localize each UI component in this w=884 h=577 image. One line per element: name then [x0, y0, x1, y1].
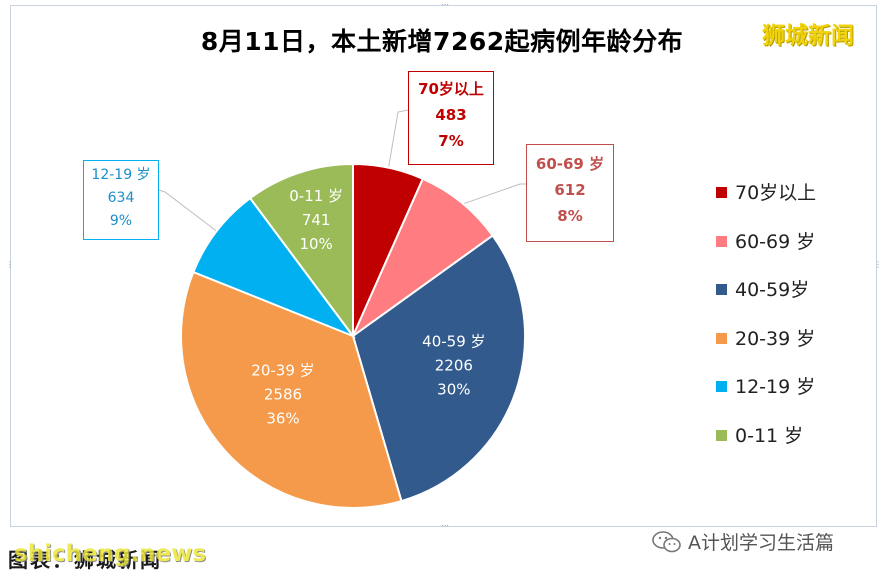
legend-swatch [716, 332, 727, 344]
legend-swatch [716, 235, 727, 247]
resize-handle-bottom[interactable]: ⋯ [441, 521, 449, 530]
pie-slice[interactable] [351, 234, 526, 503]
callout-60-69: 60-69 岁 612 8% [526, 144, 614, 242]
legend-swatch [716, 187, 727, 198]
source-watermark: shicheng.news [14, 541, 207, 567]
leader-line [158, 189, 220, 234]
callout-percent: 7% [438, 132, 464, 150]
pie-slice[interactable] [248, 162, 354, 340]
legend-label: 40-59岁 [735, 279, 810, 301]
legend-label: 60-69 岁 [735, 230, 816, 253]
pie-slice[interactable] [180, 270, 403, 509]
legend-swatch [716, 381, 727, 392]
slice-percent: 30% [437, 381, 470, 399]
callout-70-plus: 70岁以上 483 7% [408, 71, 494, 165]
legend-label: 12-19 岁 [735, 376, 816, 398]
callout-label: 12-19 岁 [91, 167, 151, 183]
wechat-account-name: A计划学习生活篇 [688, 532, 834, 554]
resize-handle-top[interactable]: ⋯ [441, 0, 449, 9]
callout-12-19: 12-19 岁 634 9% [83, 160, 159, 240]
callout-value: 483 [435, 106, 467, 124]
slice-label: 20-39 岁 [251, 362, 314, 380]
leader-line [387, 109, 409, 172]
source-label: 图表：狮城新闻 [8, 548, 162, 572]
slice-percent: 36% [266, 410, 299, 428]
legend-swatch [716, 284, 727, 295]
legend-label: 70岁以上 [735, 182, 817, 204]
slice-label: 0-11 岁 [289, 187, 343, 205]
pie-slice[interactable] [350, 177, 495, 339]
callout-percent: 9% [109, 213, 133, 229]
callout-value: 612 [554, 181, 586, 199]
legend-label: 20-39 岁 [735, 327, 816, 350]
slice-value: 741 [302, 211, 331, 229]
legend-swatch [716, 429, 727, 441]
slice-label: 40-59 岁 [422, 333, 485, 351]
slice-percent: 10% [299, 235, 332, 253]
resize-handle-right[interactable]: ⋮ [874, 260, 882, 269]
callout-percent: 8% [557, 207, 583, 225]
resize-handle-left[interactable]: ⋮ [6, 260, 14, 269]
slice-value: 2206 [435, 357, 473, 375]
callout-label: 70岁以上 [418, 80, 484, 98]
chart-title: 8月11日，本土新增7262起病例年龄分布 [200, 27, 684, 56]
legend-label: 0-11 岁 [735, 424, 804, 447]
slice-value: 2586 [264, 386, 302, 404]
leader-line [459, 183, 526, 206]
wechat-icon [652, 530, 681, 552]
callout-label: 60-69 岁 [535, 155, 605, 173]
pie-slice[interactable] [192, 196, 356, 339]
callout-value: 634 [107, 190, 135, 206]
brand-logo-text: 狮城新闻 [762, 23, 854, 49]
wechat-account: A计划学习生活篇 [652, 528, 834, 555]
